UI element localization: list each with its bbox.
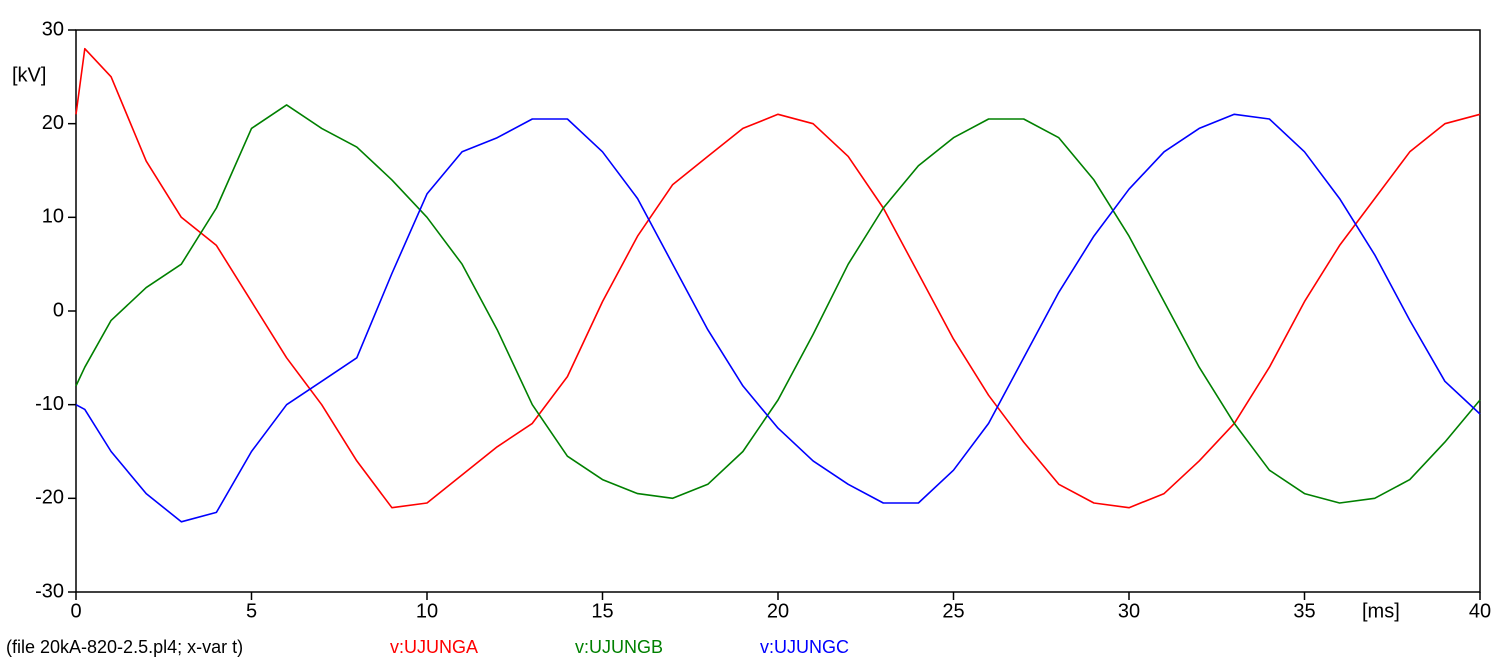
x-tick-label: 25 xyxy=(942,600,964,622)
x-tick-label: 0 xyxy=(70,600,81,622)
x-tick-label: 10 xyxy=(416,600,438,622)
footer: (file 20kA-820-2.5.pl4; x-var t) xyxy=(6,637,243,657)
x-tick-label: 30 xyxy=(1118,600,1140,622)
y-tick-label: -30 xyxy=(35,580,64,602)
series-line xyxy=(75,47,1481,509)
y-axis-label: [kV] xyxy=(12,64,46,86)
x-tick-label: 5 xyxy=(246,600,257,622)
y-tick-label: 0 xyxy=(53,299,64,321)
legend-entry: v:UJUNGB xyxy=(575,637,663,657)
legend-entry: v:UJUNGA xyxy=(390,637,478,657)
y-tick-label: -10 xyxy=(35,393,64,415)
legend-entry: v:UJUNGC xyxy=(760,637,849,657)
y-tick-label: 20 xyxy=(42,112,64,134)
x-tick-label: 20 xyxy=(767,600,789,622)
x-tick-label: 40 xyxy=(1469,600,1491,622)
series-line xyxy=(75,113,1481,523)
y-tick-label: -20 xyxy=(35,487,64,509)
y-tick-label: 10 xyxy=(42,206,64,228)
x-axis-label: [ms] xyxy=(1362,600,1400,622)
x-tick-label: 15 xyxy=(591,600,613,622)
x-tick-label: 35 xyxy=(1293,600,1315,622)
y-tick-label: 30 xyxy=(42,18,64,40)
series-line xyxy=(75,104,1481,504)
